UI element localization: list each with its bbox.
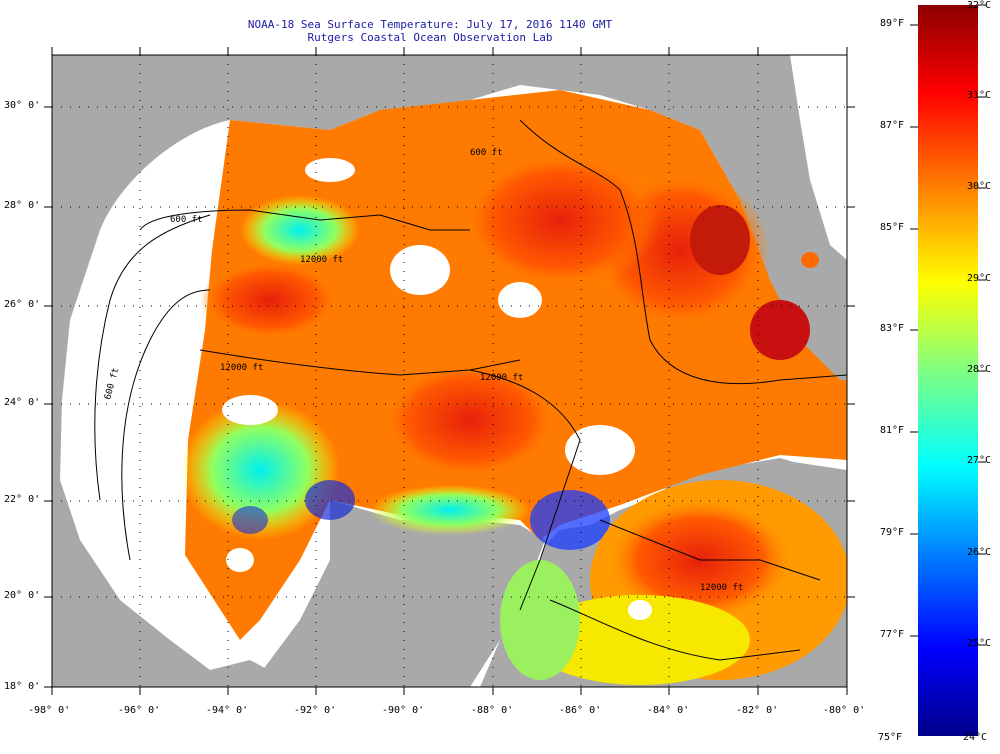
- lat-label: 20° 0': [4, 590, 41, 601]
- lon-label: -96° 0': [118, 705, 161, 716]
- colorbar-f-label: 87°F: [880, 120, 905, 131]
- axis-ticks: [44, 47, 855, 695]
- lon-label: -86° 0': [559, 705, 602, 716]
- colorbar-f-label: 83°F: [880, 323, 905, 334]
- lon-label: -82° 0': [736, 705, 779, 716]
- contour-label: 600 ft: [470, 148, 503, 158]
- graticule: [52, 55, 847, 687]
- lat-label: 26° 0': [4, 299, 41, 310]
- contour-label: 12000 ft: [220, 363, 263, 373]
- colorbar: [918, 5, 978, 736]
- colorbar-c-label: 25°C: [967, 638, 992, 649]
- contour-label: 12000 ft: [300, 255, 343, 265]
- colorbar-f-label: 77°F: [880, 629, 905, 640]
- colorbar-c-label: 28°C: [967, 364, 992, 375]
- lat-label: 22° 0': [4, 494, 41, 505]
- lon-label: -92° 0': [294, 705, 337, 716]
- colorbar-c-label: 27°C: [967, 455, 992, 466]
- colorbar-f-label: 89°F: [880, 18, 905, 29]
- colorbar-c-label: 24°C: [963, 732, 988, 743]
- lat-label: 28° 0': [4, 200, 41, 211]
- colorbar-f-label: 81°F: [880, 425, 905, 436]
- lat-label: 18° 0': [4, 681, 41, 692]
- colorbar-c-label: 31°C: [967, 90, 992, 101]
- lat-label: 30° 0': [4, 100, 41, 111]
- colorbar-c-label: 30°C: [967, 181, 992, 192]
- colorbar-c-label: 26°C: [967, 547, 992, 558]
- contour-label: 12000 ft: [700, 583, 743, 593]
- colorbar-c-label: 29°C: [967, 273, 992, 284]
- contour-label: 600 ft: [170, 215, 203, 225]
- colorbar-f-label: 85°F: [880, 222, 905, 233]
- colorbar-ticks: [910, 4, 986, 646]
- contour-label: 12000 ft: [480, 373, 523, 383]
- lon-label: -90° 0': [382, 705, 425, 716]
- lon-label: -98° 0': [28, 705, 71, 716]
- lon-label: -80° 0': [823, 705, 866, 716]
- lon-label: -84° 0': [647, 705, 690, 716]
- colorbar-f-label: 79°F: [880, 527, 905, 538]
- map-frame: [51, 54, 848, 688]
- map-title: NOAA-18 Sea Surface Temperature: July 17…: [247, 18, 613, 31]
- colorbar-f-label: 75°F: [878, 732, 903, 743]
- map-subtitle: Rutgers Coastal Ocean Observation Lab: [307, 31, 553, 44]
- lon-label: -94° 0': [206, 705, 249, 716]
- lat-label: 24° 0': [4, 397, 41, 408]
- colorbar-c-label: 32°C: [967, 0, 992, 11]
- lon-label: -88° 0': [471, 705, 514, 716]
- bathymetry-contours: [94, 119, 847, 661]
